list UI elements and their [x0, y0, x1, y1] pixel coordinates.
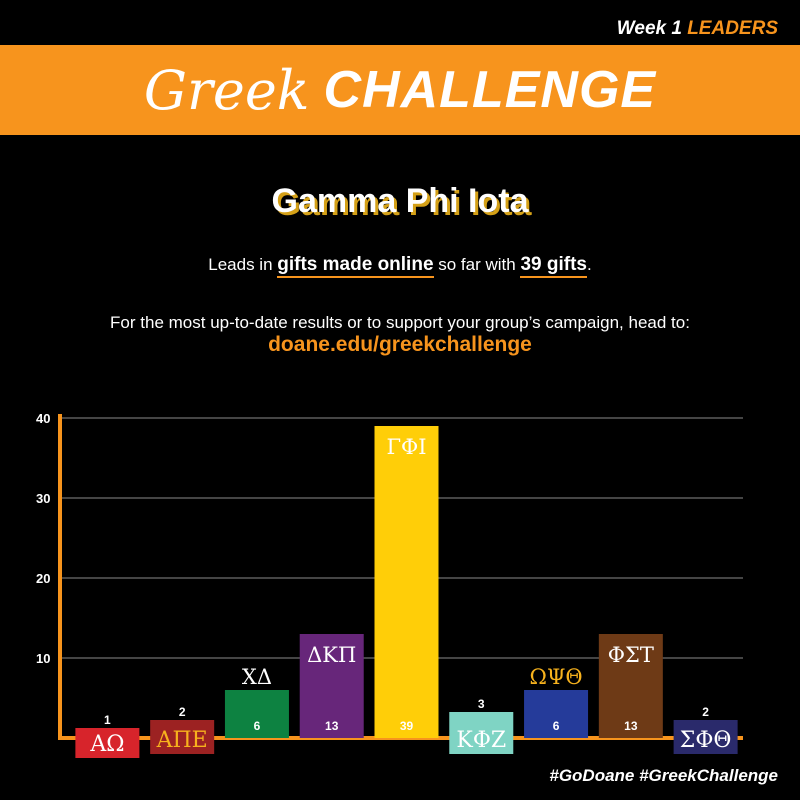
bar — [374, 426, 439, 738]
bar-category-label: ΦΣΤ — [608, 643, 654, 667]
leaders-label: LEADERS — [687, 18, 778, 39]
bar-value-label: 2 — [179, 705, 186, 719]
bar — [75, 728, 140, 758]
title-bold: CHALLENGE — [323, 61, 657, 119]
bar-category-label: ΑΠΕ — [156, 728, 208, 753]
title-banner: Greek CHALLENGE — [0, 45, 800, 135]
bar-category-label: ΣΦΘ — [680, 728, 732, 753]
bar — [224, 690, 289, 738]
bar — [449, 712, 514, 754]
bar-value-label: 13 — [624, 719, 638, 733]
summary-category: gifts made online — [277, 254, 434, 278]
bar — [524, 690, 589, 738]
week-leaders-label: Week 1 LEADERS — [617, 18, 778, 40]
info-text: For the most up-to-date results or to su… — [110, 313, 690, 332]
leader-summary: Leads in gifts made online so far with 3… — [0, 254, 800, 278]
bar-value-label: 39 — [400, 719, 414, 733]
bar — [299, 634, 364, 738]
y-tick-label: 40 — [36, 411, 50, 426]
campaign-link[interactable]: doane.edu/greekchallenge — [268, 333, 532, 356]
bar-value-label: 2 — [702, 705, 709, 719]
bar — [150, 720, 215, 754]
week-label: Week 1 — [616, 18, 682, 39]
bar-category-label: ΚΦΖ — [456, 728, 506, 753]
bar-value-label: 3 — [478, 697, 485, 711]
bar-category-label: ΓΦΙ — [386, 435, 426, 459]
summary-text-before: Leads in — [208, 255, 273, 274]
leader-name: Gamma Phi Iota — [271, 182, 529, 220]
summary-text-after: . — [587, 255, 592, 274]
bar — [673, 720, 738, 754]
bar-value-label: 6 — [553, 719, 560, 733]
bar-category-label: ΩΨΘ — [530, 665, 583, 689]
bar-category-label: ΑΩ — [89, 732, 124, 757]
bar-value-label: 1 — [104, 713, 111, 727]
title-script: Greek — [143, 58, 310, 122]
bar-value-label: 13 — [325, 719, 339, 733]
bar-category-label: ΧΔ — [242, 665, 272, 689]
bar — [598, 634, 663, 738]
y-tick-label: 30 — [36, 491, 50, 506]
summary-text-middle: so far with — [438, 255, 516, 274]
bar-category-label: ΔΚΠ — [307, 643, 356, 667]
bar-value-label: 6 — [254, 719, 261, 733]
summary-count: 39 gifts — [520, 254, 587, 278]
y-tick-label: 20 — [36, 571, 50, 586]
y-tick-label: 10 — [36, 651, 50, 666]
hashtags: #GoDoane #GreekChallenge — [549, 766, 778, 785]
